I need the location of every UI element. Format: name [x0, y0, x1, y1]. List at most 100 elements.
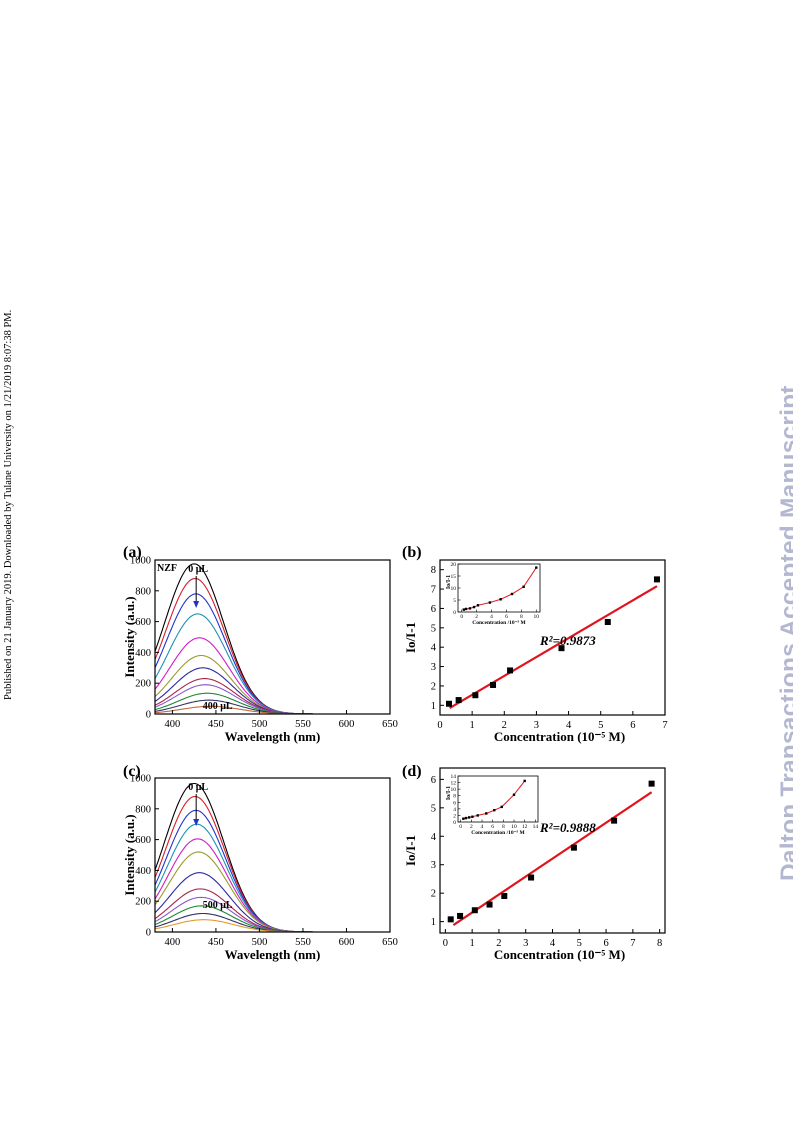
y-tick-label: 3 [431, 860, 436, 871]
y-axis-title: Io/I-1 [403, 622, 418, 653]
emission-series-line [154, 823, 390, 933]
y-tick-label: 1 [431, 917, 436, 928]
x-tick-label: 8 [657, 938, 662, 949]
x-tick-label: 650 [382, 719, 398, 730]
inset-data-point [523, 779, 526, 783]
inset-data-point [485, 812, 488, 815]
emission-series-line [154, 838, 390, 933]
inset-curve [463, 780, 526, 820]
emission-series-line [154, 795, 390, 933]
emission-series-line [154, 563, 390, 715]
inset-x-axis-title: Concentration /10⁻⁵ M [471, 830, 525, 836]
x-tick-label: 400 [165, 937, 181, 948]
x-axis-title: Wavelength (nm) [225, 729, 321, 744]
inset-data-point [488, 601, 492, 604]
y-axis-title: Intensity (a.u.) [122, 814, 137, 895]
inset-data-point [462, 817, 465, 820]
y-tick-label: 5 [431, 623, 436, 634]
data-point [501, 893, 508, 900]
inset-x-tick-label: 12 [522, 824, 528, 830]
inset-x-tick-label: 6 [491, 824, 494, 830]
x-tick-label: 1 [470, 938, 475, 949]
y-tick-label: 1 [431, 701, 436, 712]
inset-x-tick-label: 2 [470, 824, 473, 830]
y-tick-label: 600 [135, 617, 151, 628]
inset-x-tick-label: 8 [520, 614, 523, 620]
inset-y-tick-label: 4 [453, 807, 456, 813]
emission-series-line [154, 809, 390, 933]
inset-data-point [522, 585, 525, 588]
data-point [648, 780, 655, 787]
x-tick-label: 600 [339, 937, 355, 948]
inset-x-tick-label: 4 [490, 614, 493, 620]
x-tick-label: 4 [550, 938, 556, 949]
x-axis-title: Concentration (10⁻⁵ M) [494, 947, 625, 962]
x-tick-label: 5 [577, 938, 582, 949]
y-tick-label: 600 [135, 835, 151, 846]
y-tick-label: 4 [431, 832, 437, 843]
data-point [653, 576, 660, 583]
inset-x-axis-title: Concentration /10⁻⁵ M [472, 620, 526, 626]
data-point [611, 817, 618, 824]
y-axis-title: Intensity (a.u.) [122, 596, 137, 677]
y-tick-label: 8 [431, 565, 436, 576]
data-point [471, 907, 478, 914]
x-tick-label: 450 [208, 937, 224, 948]
inset-x-tick-label: 8 [502, 824, 505, 830]
emission-series-line [154, 577, 390, 715]
inset-x-tick-label: 4 [481, 824, 484, 830]
data-point [486, 901, 493, 908]
inset-plot-frame [457, 775, 539, 823]
inset-data-point [468, 816, 471, 819]
x-axis-title: Concentration (10⁻⁵ M) [494, 729, 625, 744]
inset-x-tick-label: 2 [475, 614, 478, 620]
inset-y-tick-label: 12 [451, 781, 457, 787]
emission-series-line [154, 888, 390, 933]
data-point [446, 700, 452, 707]
inset-y-tick-label: 5 [453, 598, 456, 604]
x-tick-label: 1 [470, 720, 475, 731]
emission-panel-a: (a) 400 450 500 550 600 650 0 200 400 600 800 1000 Wa… [122, 544, 398, 744]
linear-fit-line [449, 585, 658, 709]
y-tick-label: 2 [431, 681, 436, 692]
y-tick-label: 4 [431, 643, 437, 654]
inset-y-tick-label: 10 [451, 787, 457, 793]
inset-data-point [510, 592, 514, 596]
inset-y-tick-label: 2 [453, 813, 456, 819]
plot-frame [154, 777, 391, 933]
emission-series-line [154, 654, 390, 715]
inset-data-point [472, 605, 476, 609]
inset-data-point [493, 808, 496, 812]
x-tick-label: 7 [630, 938, 635, 949]
inset-data-point [462, 608, 466, 611]
inset-y-tick-label: 6 [453, 800, 456, 806]
panel-label: (a) [123, 544, 142, 561]
sample-annotation: NZF [157, 563, 177, 574]
inset-y-axis-title: Io/I-1 [446, 575, 452, 589]
x-tick-label: 450 [208, 719, 224, 730]
data-point [457, 912, 464, 919]
x-tick-label: 5 [598, 720, 603, 731]
y-tick-label: 400 [135, 866, 151, 877]
inset-x-tick-label: 14 [533, 824, 539, 830]
x-tick-label: 650 [382, 937, 398, 948]
arrow-start-label: 0 μL [188, 782, 208, 793]
x-tick-label: 2 [502, 720, 507, 731]
y-tick-label: 400 [135, 648, 151, 659]
data-point [570, 844, 577, 851]
data-point [447, 916, 454, 923]
x-tick-label: 0 [443, 938, 448, 949]
y-tick-label: 0 [146, 928, 151, 939]
y-axis-title: Io/I-1 [403, 835, 418, 866]
panel-label: (b) [402, 544, 422, 561]
x-tick-label: 500 [252, 719, 268, 730]
data-point [455, 697, 462, 704]
arrow-head-icon [193, 601, 200, 608]
inset-data-point [464, 607, 468, 611]
data-point [558, 645, 565, 652]
emission-series-line [154, 613, 390, 715]
data-point [472, 692, 479, 699]
